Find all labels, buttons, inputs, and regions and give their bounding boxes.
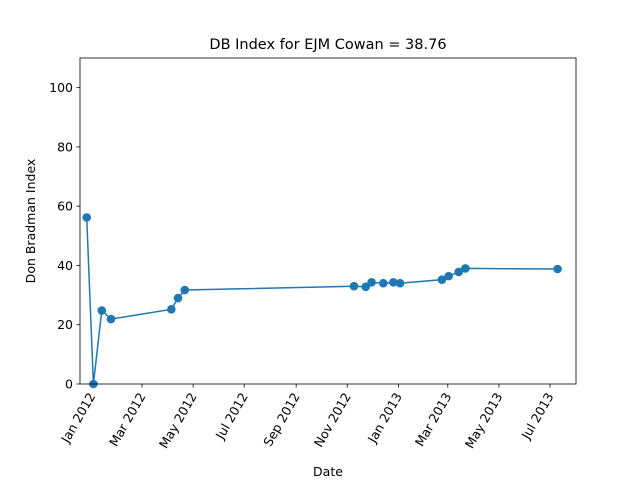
data-point xyxy=(378,278,388,288)
y-tick-label: 100 xyxy=(49,80,73,95)
chart-title: DB Index for EJM Cowan = 38.76 xyxy=(209,37,446,53)
series-points xyxy=(82,213,562,389)
data-point xyxy=(454,267,464,277)
data-point xyxy=(167,305,176,314)
data-point xyxy=(82,213,92,222)
data-point xyxy=(437,275,447,284)
x-axis-label: Date xyxy=(313,464,343,479)
y-tick-label: 60 xyxy=(57,199,73,214)
data-point xyxy=(173,293,183,303)
data-point xyxy=(349,281,359,291)
data-point xyxy=(367,278,376,287)
data-point xyxy=(97,306,107,315)
data-point xyxy=(395,278,405,288)
plot-frame xyxy=(79,57,577,385)
y-tick-label: 40 xyxy=(57,258,73,273)
data-point xyxy=(389,278,398,287)
y-axis-label: Don Bradman Index xyxy=(23,159,38,284)
data-point xyxy=(106,314,116,324)
y-axis-ticks: 0 20 40 60 80 100 xyxy=(49,80,80,392)
data-point xyxy=(180,285,190,295)
data-point xyxy=(553,264,562,274)
plot-area xyxy=(80,58,576,384)
y-tick-label: 20 xyxy=(57,317,73,332)
y-tick-label: 80 xyxy=(57,139,73,154)
data-point xyxy=(461,264,470,273)
data-point xyxy=(361,282,371,292)
data-point xyxy=(444,271,453,281)
y-tick-label: 0 xyxy=(65,377,73,392)
